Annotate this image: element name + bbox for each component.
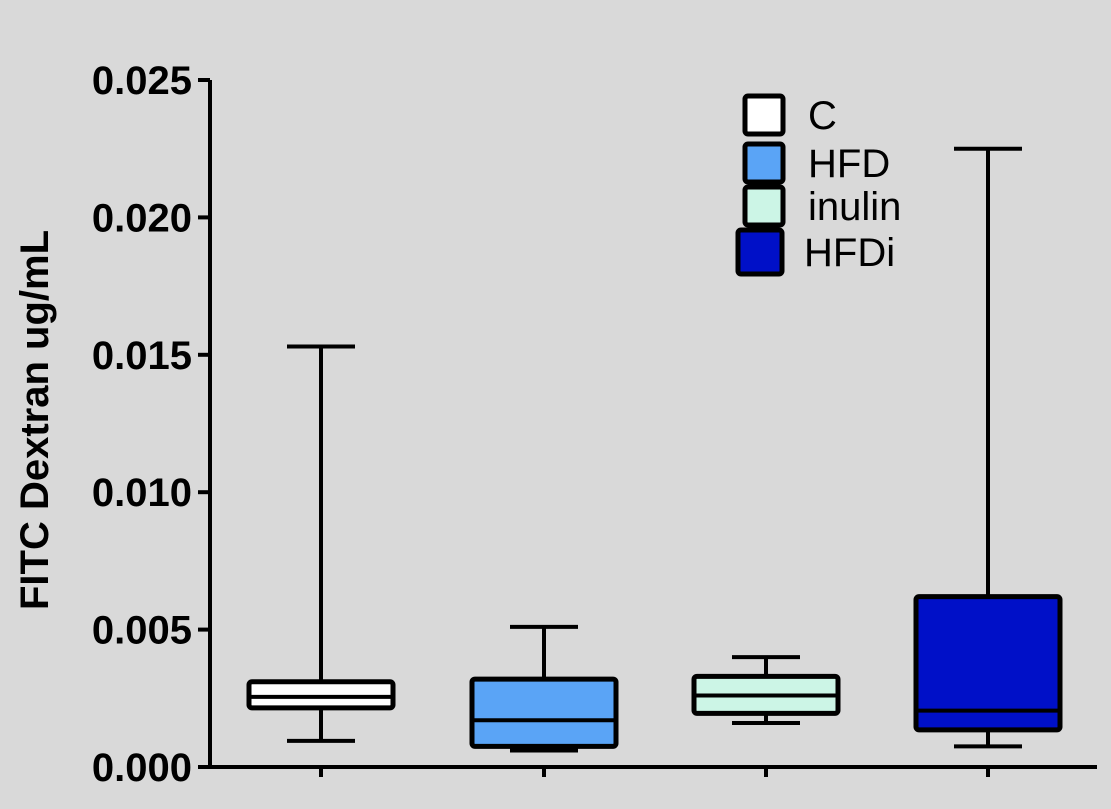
y-tick-label: 0.010 — [92, 471, 192, 515]
y-axis-label: FITC Dextran ug/mL — [13, 230, 57, 610]
legend-item-inulin: inulin — [742, 184, 901, 229]
legend-item-c: C — [742, 93, 837, 138]
box-c — [246, 344, 396, 777]
legend-label: inulin — [808, 185, 901, 229]
legend-label: HFD — [808, 142, 890, 186]
legend-label: C — [808, 94, 837, 138]
box-hfdi — [913, 146, 1063, 777]
axes — [208, 80, 1097, 769]
box-inulin — [691, 655, 841, 777]
legend-item-hfdi: HFDi — [735, 227, 895, 277]
y-tick-label: 0.000 — [92, 746, 192, 790]
legend-item-hfd: HFD — [742, 141, 890, 186]
legend-swatch — [742, 184, 786, 228]
boxes — [246, 146, 1063, 777]
y-tick-label: 0.020 — [92, 196, 192, 240]
iqr-box — [913, 594, 1063, 733]
y-tick-label: 0.025 — [92, 59, 192, 103]
legend-swatch — [735, 227, 785, 277]
iqr-box — [469, 676, 619, 749]
legend-swatch — [742, 141, 786, 185]
iqr-box — [246, 679, 396, 711]
box-hfd — [469, 624, 619, 777]
y-tick-label: 0.005 — [92, 609, 192, 653]
y-tick-label: 0.015 — [92, 334, 192, 378]
y-ticks: 0.000 0.005 0.010 0.015 0.020 0.025 — [92, 59, 210, 790]
legend-label: HFDi — [804, 231, 895, 275]
legend-swatch — [742, 93, 786, 137]
